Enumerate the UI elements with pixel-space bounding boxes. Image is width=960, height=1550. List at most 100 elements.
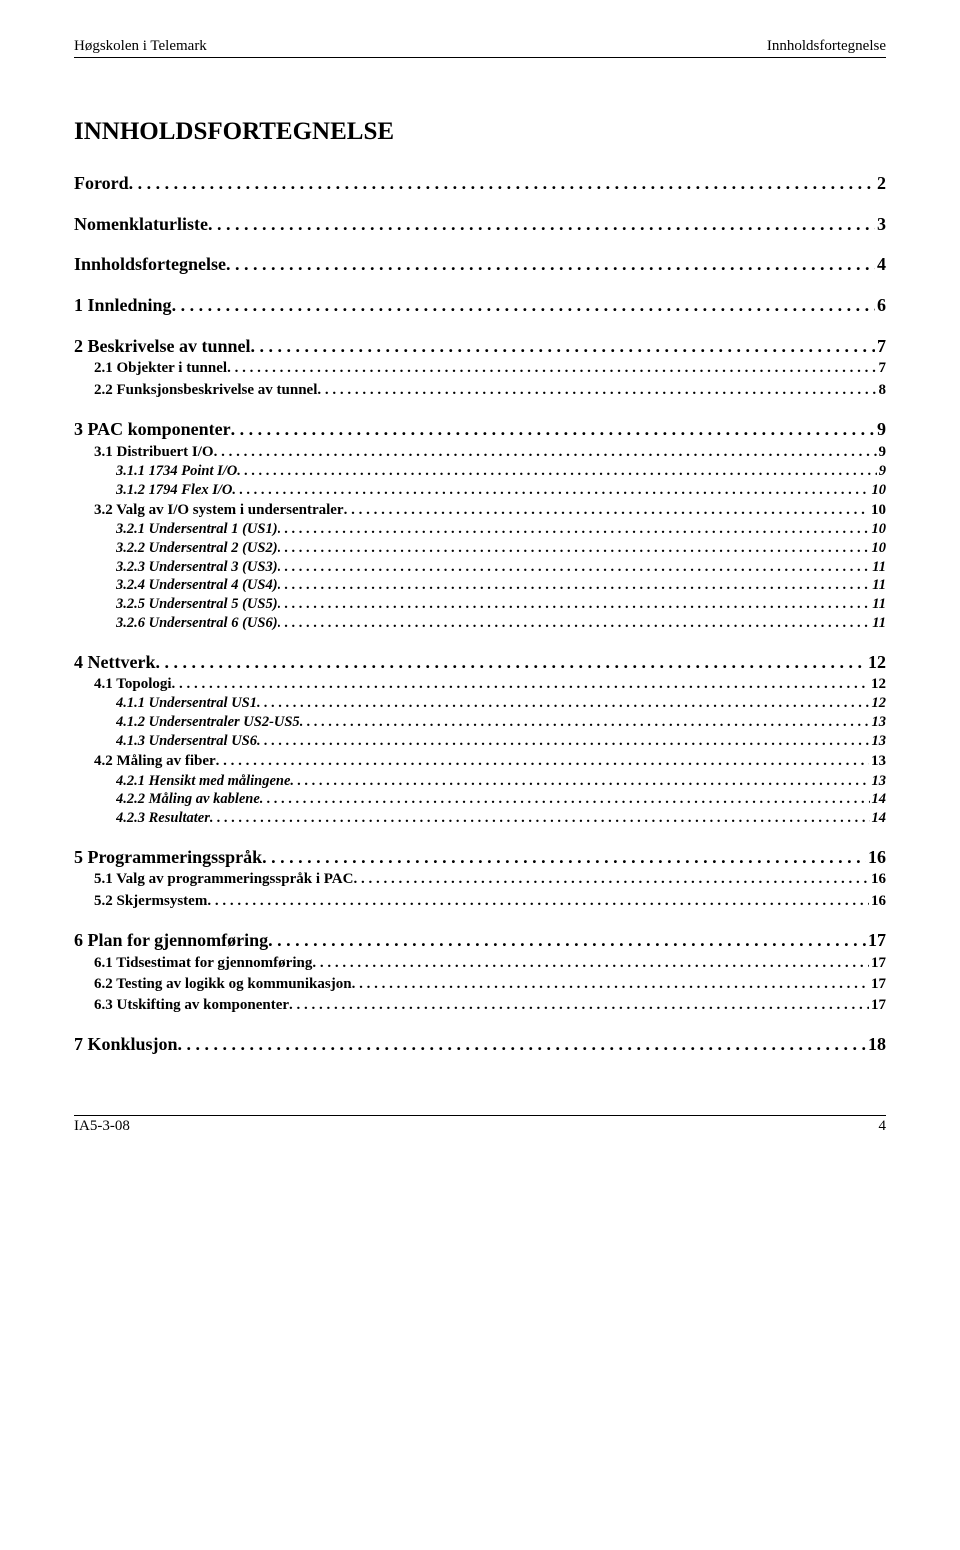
toc-entry-label: 6 Plan for gjennomføring [74,930,268,951]
toc-entry-page: 18 [866,1034,886,1055]
toc-entry-page: 2 [875,173,886,194]
toc-entry-page: 16 [866,847,886,868]
toc-entry: 5 Programmeringsspråk . . . . . . . . . … [74,847,886,868]
toc-entry: 3.2.3 Undersentral 3 (US3) . . . . . . .… [116,559,886,576]
toc-entry-page: 16 [869,871,886,888]
toc-entry: 3.1.1 1734 Point I/O . . . . . . . . . .… [116,463,886,480]
toc-entry-page: 11 [870,559,886,576]
toc-entry: 6 Plan for gjennomføring . . . . . . . .… [74,930,886,951]
page-header: Høgskolen i Telemark Innholdsfortegnelse [74,38,886,58]
toc-entry: 3.2.5 Undersentral 5 (US5) . . . . . . .… [116,596,886,613]
toc-leader-dots: . . . . . . . . . . . . . . . . . . . . … [290,773,869,790]
toc-entry: 3.2.1 Undersentral 1 (US1) . . . . . . .… [116,521,886,538]
toc-entry-page: 17 [869,976,886,993]
toc-entry: 3.2 Valg av I/O system i undersentraler … [94,502,886,519]
toc-entry: 1 Innledning . . . . . . . . . . . . . .… [74,295,886,316]
toc-entry-label: 6.2 Testing av logikk og kommunikasjon [94,976,352,993]
toc-entry-label: 7 Konklusjon [74,1034,178,1055]
toc-entry: 2.2 Funksjonsbeskrivelse av tunnel . . .… [94,382,886,399]
toc-entry-page: 7 [875,336,886,357]
toc-entry-page: 17 [869,997,886,1014]
toc-entry-page: 17 [866,930,886,951]
toc-entry-label: Forord [74,173,129,194]
toc-entry-label: 4.2.2 Måling av kablene [116,791,260,808]
toc-entry-page: 16 [869,893,886,910]
toc-leader-dots: . . . . . . . . . . . . . . . . . . . . … [155,652,866,673]
toc-leader-dots: . . . . . . . . . . . . . . . . . . . . … [300,714,870,731]
toc-leader-dots: . . . . . . . . . . . . . . . . . . . . … [278,521,870,538]
toc-entry-label: 3.2 Valg av I/O system i undersentraler [94,502,344,519]
toc-leader-dots: . . . . . . . . . . . . . . . . . . . . … [214,444,877,461]
toc-entry-label: 6.3 Utskifting av komponenter [94,997,289,1014]
toc-entry: 3.2.4 Undersentral 4 (US4) . . . . . . .… [116,577,886,594]
toc-entry-page: 9 [875,419,886,440]
toc-leader-dots: . . . . . . . . . . . . . . . . . . . . … [262,847,866,868]
toc-leader-dots: . . . . . . . . . . . . . . . . . . . . … [172,295,875,316]
toc-entry-label: 6.1 Tidsestimat for gjennomføring [94,955,312,972]
toc-entry-page: 10 [870,540,887,557]
toc-leader-dots: . . . . . . . . . . . . . . . . . . . . … [178,1034,866,1055]
toc-entry-page: 12 [866,652,886,673]
toc-entry: 4 Nettverk . . . . . . . . . . . . . . .… [74,652,886,673]
table-of-contents: Forord . . . . . . . . . . . . . . . . .… [74,173,886,1055]
toc-entry-label: 4.2.1 Hensikt med målingene [116,773,290,790]
page-footer: IA5-3-08 4 [74,1115,886,1135]
footer-right: 4 [879,1118,887,1135]
toc-leader-dots: . . . . . . . . . . . . . . . . . . . . … [278,577,871,594]
toc-entry-page: 6 [875,295,886,316]
toc-leader-dots: . . . . . . . . . . . . . . . . . . . . … [208,214,875,235]
toc-entry: 6.1 Tidsestimat for gjennomføring . . . … [94,955,886,972]
toc-entry: 3.2.6 Undersentral 6 (US6) . . . . . . .… [116,615,886,632]
toc-entry: 7 Konklusjon . . . . . . . . . . . . . .… [74,1034,886,1055]
toc-leader-dots: . . . . . . . . . . . . . . . . . . . . … [353,871,869,888]
toc-entry-page: 13 [870,733,887,750]
toc-entry-label: 2.1 Objekter i tunnel [94,360,227,377]
toc-leader-dots: . . . . . . . . . . . . . . . . . . . . … [278,615,871,632]
toc-entry: 4.1 Topologi . . . . . . . . . . . . . .… [94,676,886,693]
toc-entry: 4.2.1 Hensikt med målingene . . . . . . … [116,773,886,790]
toc-entry-label: 3.2.1 Undersentral 1 (US1) [116,521,278,538]
toc-entry: 3 PAC komponenter . . . . . . . . . . . … [74,419,886,440]
toc-entry-label: 5.1 Valg av programmeringsspråk i PAC [94,871,353,888]
toc-entry-page: 12 [869,676,886,693]
toc-entry: 2.1 Objekter i tunnel . . . . . . . . . … [94,360,886,377]
toc-leader-dots: . . . . . . . . . . . . . . . . . . . . … [232,482,869,499]
toc-entry-page: 11 [870,577,886,594]
toc-entry-label: Innholdsfortegnelse [74,254,226,275]
toc-entry-page: 9 [877,444,887,461]
toc-entry-page: 14 [870,810,887,827]
toc-entry: 5.2 Skjermsystem . . . . . . . . . . . .… [94,893,886,910]
toc-entry: 4.2 Måling av fiber . . . . . . . . . . … [94,753,886,770]
toc-entry-page: 7 [877,360,887,377]
toc-entry-page: 10 [869,502,886,519]
toc-entry-label: 3.2.4 Undersentral 4 (US4) [116,577,278,594]
toc-entry-page: 10 [870,482,887,499]
toc-entry-label: 4.1 Topologi [94,676,172,693]
toc-entry-page: 17 [869,955,886,972]
toc-entry-page: 11 [870,615,886,632]
toc-leader-dots: . . . . . . . . . . . . . . . . . . . . … [226,254,875,275]
header-right: Innholdsfortegnelse [767,38,886,55]
toc-entry-label: 3.2.3 Undersentral 3 (US3) [116,559,278,576]
toc-entry: Innholdsfortegnelse . . . . . . . . . . … [74,254,886,275]
toc-entry-page: 13 [870,773,887,790]
toc-entry: 4.1.2 Undersentraler US2-US5 . . . . . .… [116,714,886,731]
toc-entry-page: 14 [870,791,887,808]
toc-leader-dots: . . . . . . . . . . . . . . . . . . . . … [251,336,875,357]
toc-leader-dots: . . . . . . . . . . . . . . . . . . . . … [289,997,869,1014]
toc-entry: Nomenklaturliste . . . . . . . . . . . .… [74,214,886,235]
toc-entry-label: 2 Beskrivelse av tunnel [74,336,251,357]
toc-leader-dots: . . . . . . . . . . . . . . . . . . . . … [129,173,875,194]
toc-entry-label: 3.1 Distribuert I/O [94,444,214,461]
toc-leader-dots: . . . . . . . . . . . . . . . . . . . . … [352,976,869,993]
toc-entry-page: 8 [877,382,887,399]
header-left: Høgskolen i Telemark [74,38,207,55]
toc-leader-dots: . . . . . . . . . . . . . . . . . . . . … [278,596,871,613]
toc-entry-label: 4.2.3 Resultater [116,810,210,827]
toc-entry: Forord . . . . . . . . . . . . . . . . .… [74,173,886,194]
toc-leader-dots: . . . . . . . . . . . . . . . . . . . . … [257,733,870,750]
toc-entry-label: 3.2.2 Undersentral 2 (US2) [116,540,278,557]
toc-entry-label: 4 Nettverk [74,652,155,673]
toc-entry-label: 1 Innledning [74,295,172,316]
toc-entry: 3.1 Distribuert I/O . . . . . . . . . . … [94,444,886,461]
